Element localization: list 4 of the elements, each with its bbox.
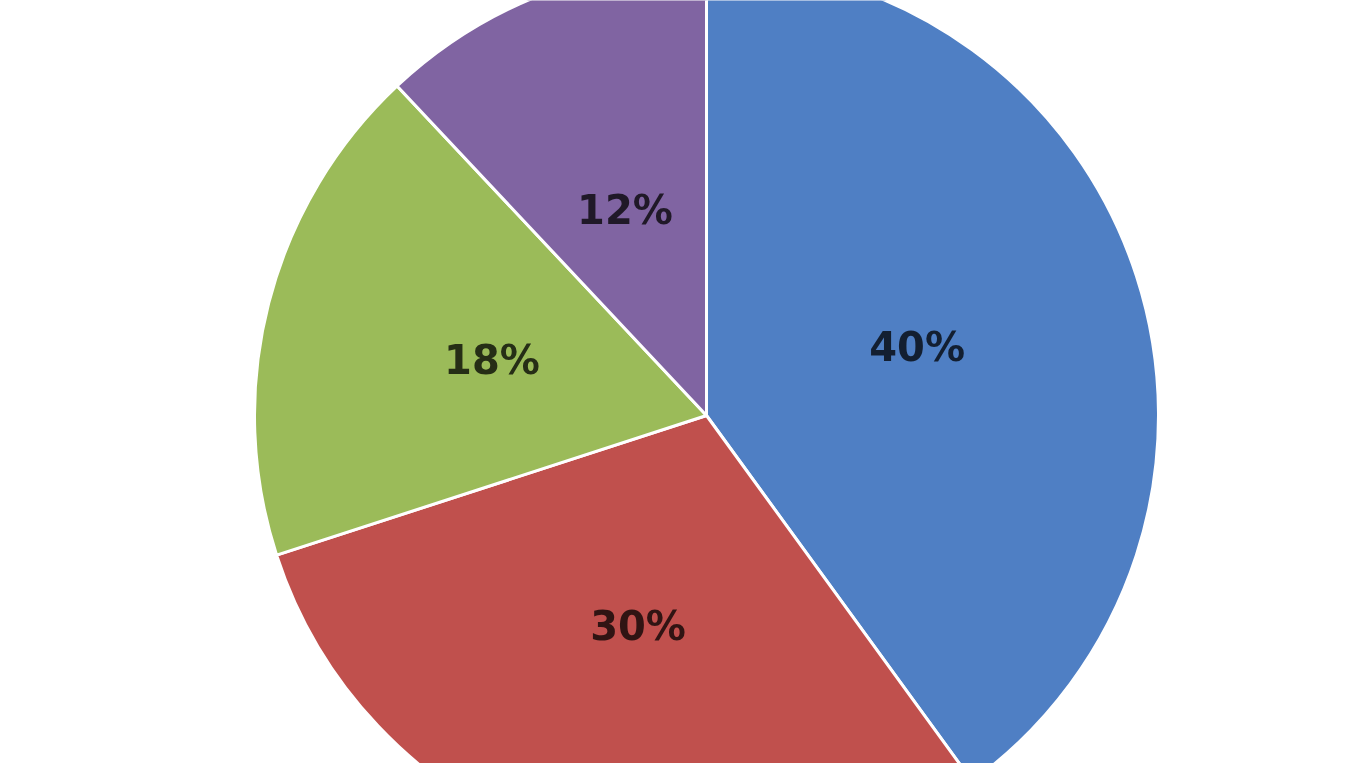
- data-label: 18%: [444, 337, 540, 384]
- data-label: 30%: [590, 603, 686, 650]
- data-label: 12%: [577, 186, 673, 233]
- data-label: 40%: [869, 324, 966, 371]
